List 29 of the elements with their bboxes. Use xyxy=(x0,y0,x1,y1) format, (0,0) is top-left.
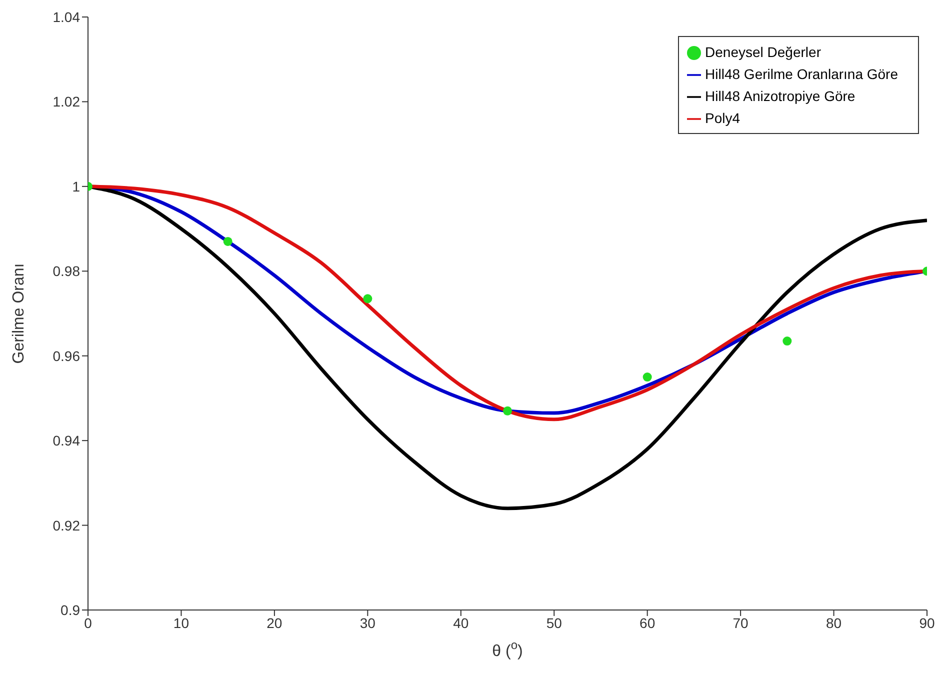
x-tick-label: 0 xyxy=(84,614,92,631)
x-tick-label: 70 xyxy=(732,614,749,631)
x-tick-label: 30 xyxy=(360,614,376,631)
legend-label: Hill48 Anizotropiye Göre xyxy=(705,88,856,104)
x-tick-label: 60 xyxy=(640,614,656,631)
y-tick-label: 0.92 xyxy=(52,517,80,534)
point xyxy=(363,294,372,304)
y-tick-label: 1.02 xyxy=(52,94,80,110)
y-tick-label: 1.04 xyxy=(52,8,80,25)
point xyxy=(782,336,792,346)
point xyxy=(502,406,512,416)
legend-label: Poly4 xyxy=(705,110,740,126)
point xyxy=(642,372,652,382)
x-tick-label: 50 xyxy=(546,614,562,631)
legend-label: Deneysel Değerler xyxy=(705,44,821,60)
x-axis-title: θ ($^{o}$) xyxy=(492,638,523,660)
x-tick-label: 20 xyxy=(266,614,282,631)
y-tick-label: 0.94 xyxy=(52,432,80,449)
x-tick-label: 10 xyxy=(173,614,190,631)
legend-label: Hill48 Gerilme Oranlarına Göre xyxy=(705,66,898,82)
y-axis-title: Gerilme Oranı xyxy=(10,263,28,364)
point xyxy=(223,236,232,246)
x-tick-label: 80 xyxy=(826,614,842,631)
x-tick-label: 40 xyxy=(453,614,469,631)
y-tick-label: 1 xyxy=(72,178,80,194)
y-tick-label: 0.98 xyxy=(52,263,80,280)
y-tick-label: 0.96 xyxy=(52,348,80,364)
y-tick-label: 0.9 xyxy=(60,602,80,618)
x-tick-label: 90 xyxy=(919,614,935,631)
